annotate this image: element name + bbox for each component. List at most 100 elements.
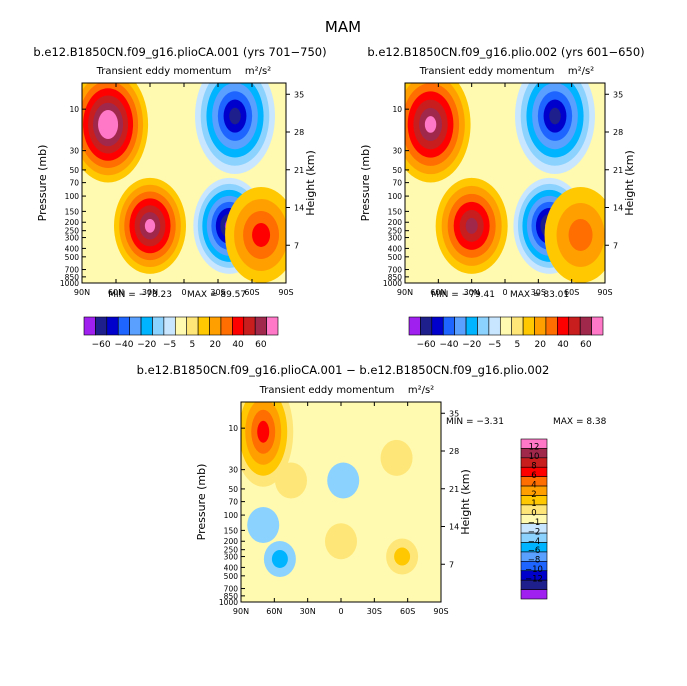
y2-tick-label: 28 xyxy=(613,128,623,137)
colorbar-box xyxy=(431,316,444,336)
colorbar-box xyxy=(117,316,130,336)
colorbar-box xyxy=(140,316,153,336)
y-tick-label: 700 xyxy=(224,585,239,594)
x-tick-label: 90N xyxy=(397,288,413,297)
y-tick-label: 10 xyxy=(392,105,402,114)
x-tick-label: 90S xyxy=(597,288,612,297)
y2-tick-label: 14 xyxy=(613,204,623,213)
colorbar-box xyxy=(106,316,119,336)
y-tick-label: 50 xyxy=(69,166,79,175)
colorbar-label: 5 xyxy=(515,340,521,350)
y-tick-label: 400 xyxy=(224,563,239,572)
colorbar-box xyxy=(499,316,513,336)
colorbar-box xyxy=(511,316,524,336)
x-tick-label: 30S xyxy=(367,607,382,616)
x-tick-label: 60N xyxy=(108,288,124,297)
panel-units: m²/s² xyxy=(245,66,271,77)
y-tick-label: 150 xyxy=(224,526,239,535)
y-tick-label: 10 xyxy=(69,105,79,114)
x-tick-label: 30N xyxy=(142,288,158,297)
colorbar-box xyxy=(454,316,467,336)
colorbar-label: −4 xyxy=(528,537,541,547)
y-tick-label: 500 xyxy=(224,572,239,581)
colorbar-box xyxy=(591,316,604,336)
colorbar-label: 12 xyxy=(529,443,540,453)
colorbar-label: −20 xyxy=(137,340,156,350)
colorbar-label: −40 xyxy=(114,340,133,350)
y-tick-label: 10 xyxy=(228,424,238,433)
panel-subtitle: Transient eddy momentum xyxy=(259,385,395,396)
y-tick-label: 30 xyxy=(69,147,79,156)
y-tick-label: 700 xyxy=(388,266,403,275)
panel-units: m²/s² xyxy=(568,66,594,77)
colorbar-label: −5 xyxy=(163,340,176,350)
min-label: MIN = −3.31 xyxy=(446,417,504,427)
panels: 90N 60N 30N 0 30S 60S 90S103050701001502002503… xyxy=(33,45,644,616)
max-label: MAX = 89.57 xyxy=(187,290,246,300)
y-tick-label: 100 xyxy=(388,192,403,201)
contour-band xyxy=(380,439,413,476)
x-tick-label: 0 xyxy=(502,288,507,297)
colorbar-box xyxy=(95,316,108,336)
y-tick-label: 200 xyxy=(388,218,403,227)
colorbar-label: −1 xyxy=(528,518,541,528)
y-tick-label: 200 xyxy=(65,218,80,227)
y-axis-label: Pressure (mb) xyxy=(195,464,208,541)
y-tick-label: 70 xyxy=(228,498,238,507)
y2-tick-label: 35 xyxy=(449,409,459,418)
colorbar-label: 5 xyxy=(190,340,196,350)
y2-tick-label: 21 xyxy=(294,166,304,175)
y-tick-label: 850 xyxy=(388,273,403,282)
colorbar-box xyxy=(232,316,245,336)
colorbar-label: −2 xyxy=(528,527,541,537)
y2-axis-label: Height (km) xyxy=(304,150,317,216)
colorbar-label: 0 xyxy=(531,509,536,519)
contour-band xyxy=(568,218,593,251)
colorbar-label: −40 xyxy=(439,340,458,350)
contour-band xyxy=(271,549,288,568)
y2-tick-label: 7 xyxy=(449,560,454,569)
y-tick-label: 150 xyxy=(65,207,80,216)
y-tick-label: 850 xyxy=(65,273,80,282)
colorbar-label: 8 xyxy=(531,462,536,472)
colorbar-label: 20 xyxy=(210,340,222,350)
panel-2: 90N 60N 30N 0 30S 60S 90S103050701001502002503… xyxy=(359,45,645,300)
colorbar-label: 20 xyxy=(535,340,547,350)
colorbar-label: −6 xyxy=(528,546,541,556)
colorbar-box xyxy=(534,316,547,336)
y-axis-label: Pressure (mb) xyxy=(36,145,49,222)
contour-band xyxy=(275,462,307,499)
colorbar-label: 6 xyxy=(531,471,536,481)
colorbar-box xyxy=(579,316,592,336)
contour-field xyxy=(82,83,286,283)
y-tick-label: 1000 xyxy=(219,598,238,607)
contour-band xyxy=(229,107,241,125)
contour-band xyxy=(327,462,360,499)
contour-band xyxy=(424,116,437,133)
colorbar-box xyxy=(220,316,233,336)
min-label: MIN = −78.23 xyxy=(108,290,172,300)
x-tick-label: 30N xyxy=(464,288,480,297)
panel-title: b.e12.B1850CN.f09_g16.plio.002 (yrs 601−… xyxy=(367,45,644,59)
colorbar-label: −5 xyxy=(488,340,501,350)
colorbar-box xyxy=(520,589,548,600)
x-tick-label: 30S xyxy=(210,288,225,297)
colorbar-label: −60 xyxy=(417,340,436,350)
x-tick-label: 60S xyxy=(564,288,579,297)
max-label: MAX = 8.38 xyxy=(553,417,607,427)
y-tick-label: 1000 xyxy=(383,279,402,288)
y2-tick-label: 7 xyxy=(294,241,299,250)
colorbar-box xyxy=(243,316,256,336)
y-tick-label: 30 xyxy=(228,466,238,475)
colorbar-box xyxy=(477,316,490,336)
panel-subtitle: Transient eddy momentum xyxy=(419,66,555,77)
figure-title: MAM xyxy=(325,18,361,36)
y-tick-label: 300 xyxy=(388,234,403,243)
colorbar-box xyxy=(152,316,165,336)
colorbar-box xyxy=(568,316,581,336)
y2-tick-label: 7 xyxy=(613,241,618,250)
colorbar-label: 40 xyxy=(557,340,569,350)
panel-units: m²/s² xyxy=(408,385,434,396)
